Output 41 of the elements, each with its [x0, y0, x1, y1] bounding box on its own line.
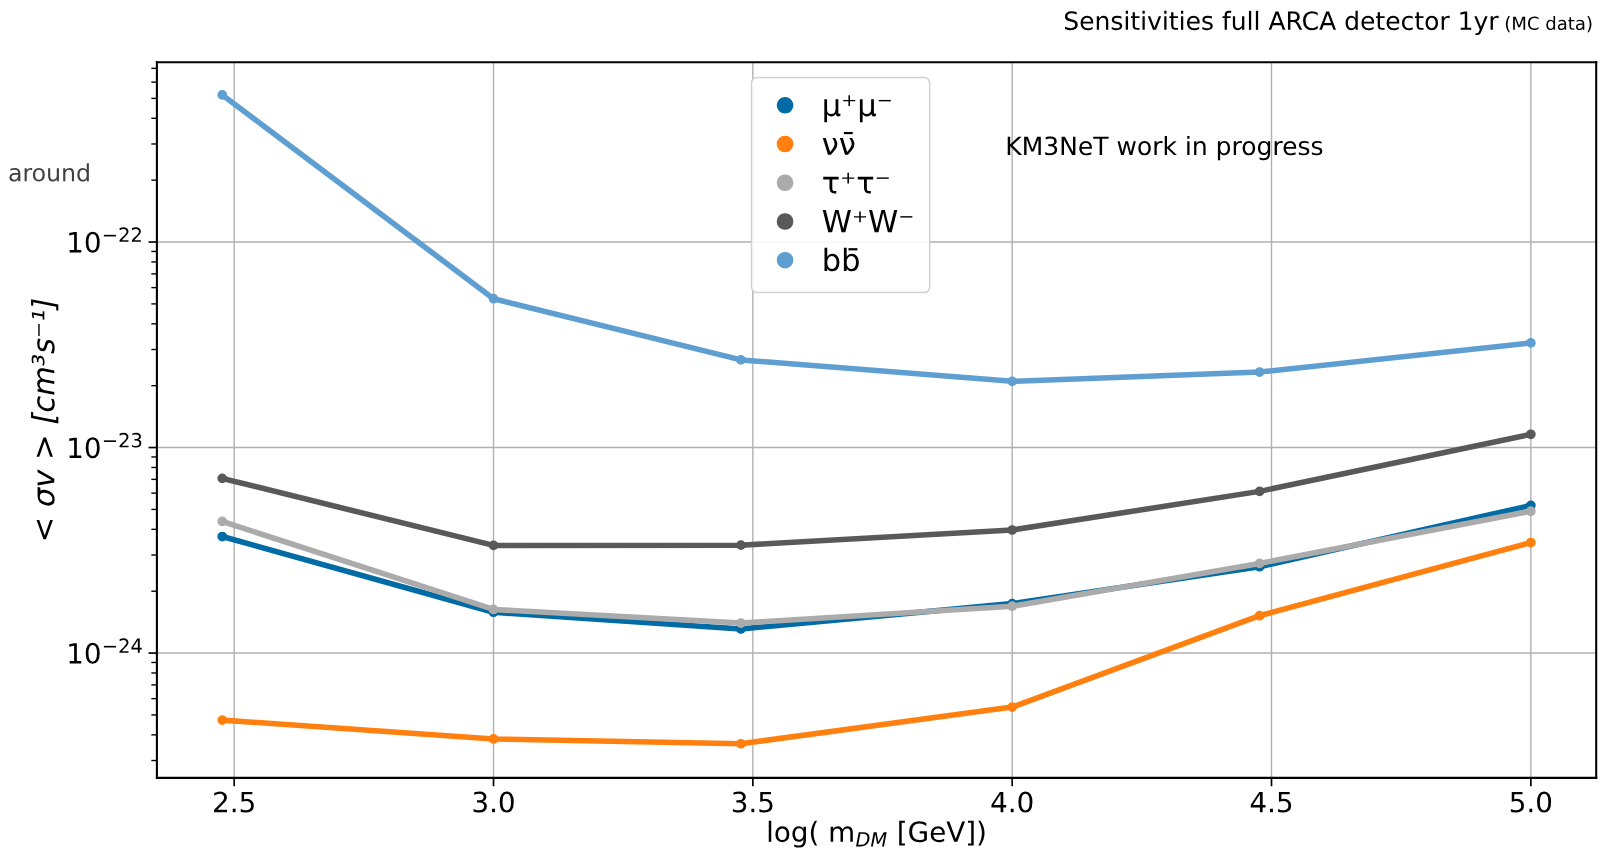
chart-title: Sensitivities full ARCA detector 1yr: [1064, 10, 1499, 36]
x-tick-label: 2.5: [214, 791, 254, 813]
point: [1525, 338, 1536, 348]
point: [1525, 537, 1536, 548]
point: [1525, 506, 1536, 517]
point: [488, 734, 499, 744]
text: around: [9, 163, 89, 182]
y-tick-label: 10$^{−23}$: [69, 432, 142, 459]
point: [736, 355, 746, 365]
point: [736, 540, 746, 551]
y-axis-title: < σv > [cm³s⁻¹]: [31, 299, 59, 540]
point: [488, 540, 499, 551]
point: [1007, 525, 1018, 535]
point: [217, 473, 228, 484]
legend-label: νν̄: [822, 131, 855, 155]
point: [217, 516, 228, 527]
point: [736, 738, 746, 749]
chart-subtitle: (MC data): [1505, 16, 1592, 33]
point: [217, 715, 228, 725]
point: [736, 618, 746, 628]
legend-label: bb̄: [824, 247, 859, 272]
point: [1254, 486, 1265, 497]
legend-label: τ⁺τ⁻: [823, 172, 889, 194]
point: [217, 531, 228, 542]
y-tick-label: 10$^{−24}$: [69, 638, 142, 664]
point: [1007, 702, 1018, 712]
legend-label: W⁺W⁻: [822, 209, 913, 233]
point: [1254, 367, 1265, 377]
point: [217, 90, 228, 100]
x-tick-label: 5.0: [1510, 791, 1552, 813]
x-tick-label: 4.0: [991, 791, 1033, 813]
annotation: KM3NeT work in progress: [1007, 135, 1323, 161]
point: [1525, 429, 1536, 440]
x-axis-title: log( m$_{DM}$ [GeV]): [768, 820, 985, 848]
y-tick-label: 10$^{−22}$: [69, 227, 141, 253]
point: [1254, 610, 1265, 621]
point: [488, 293, 499, 304]
legend-label: μ⁺μ⁻: [824, 95, 891, 123]
x-tick-label: 3.0: [473, 791, 514, 813]
x-tick-label: 3.5: [732, 791, 773, 813]
x-tick-label: 4.5: [1250, 791, 1292, 813]
